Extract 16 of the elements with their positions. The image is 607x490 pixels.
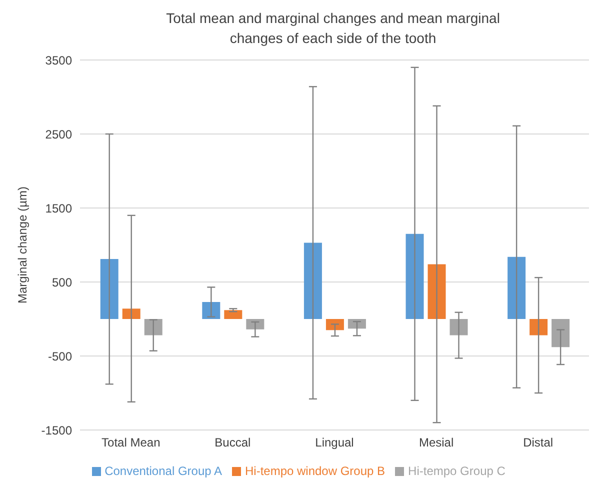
y-tick-label: 500 (52, 275, 72, 290)
x-tick-label: Buccal (214, 436, 251, 450)
chart-title: Total mean and marginal changes and mean marginal changes of each side of the tooth (165, 9, 501, 48)
y-tick-label: 2500 (45, 127, 72, 142)
legend-label: Hi-tempo window Group B (244, 464, 386, 478)
x-tick-label: Lingual (315, 436, 354, 450)
x-tick-label: Distal (523, 436, 554, 450)
y-tick-label: 1500 (45, 201, 72, 216)
x-tick-label: Mesial (418, 436, 454, 450)
legend-label: Hi-tempo Group C (408, 464, 506, 478)
y-tick-label: -1500 (41, 423, 72, 438)
legend-label: Conventional Group A (104, 464, 222, 478)
y-axis-title: Marginal change (µm) (15, 186, 30, 304)
y-tick-label: -500 (48, 349, 72, 364)
y-tick-label: 3500 (45, 53, 72, 68)
x-tick-label: Total Mean (102, 436, 160, 450)
